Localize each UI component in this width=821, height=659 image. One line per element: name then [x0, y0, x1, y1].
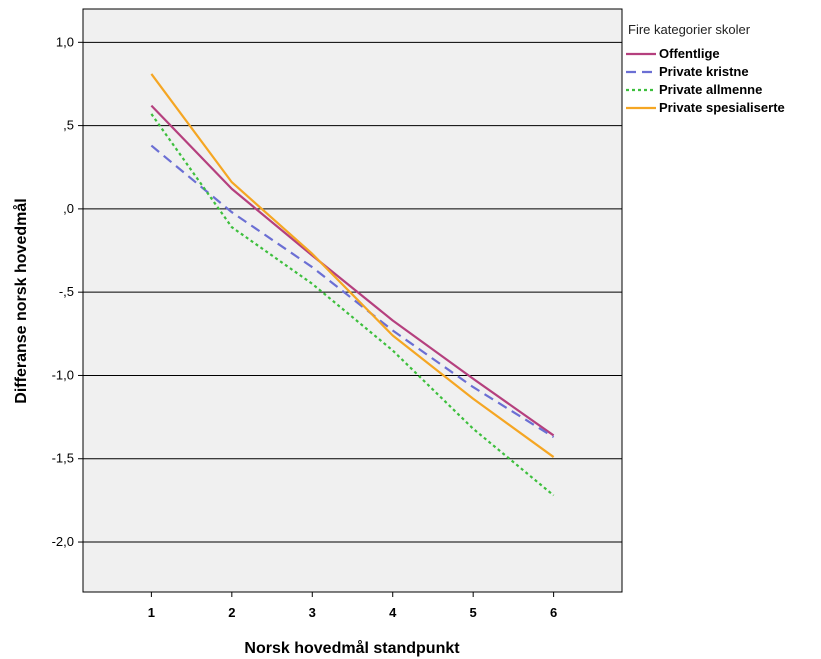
x-tick-label: 4 — [389, 605, 397, 620]
legend: Fire kategorier skoler Offentlige Private… — [626, 22, 785, 115]
x-tick-label: 2 — [228, 605, 235, 620]
series-line-private-kristne — [150, 144, 555, 439]
legend-title: Fire kategorier skoler — [628, 22, 751, 37]
legend-label: Private allmenne — [659, 82, 762, 97]
y-tick-label: -2,0 — [52, 534, 74, 549]
legend-items: Offentlige Private kristne Private allmenn… — [626, 46, 785, 115]
legend-label: Offentlige — [659, 46, 720, 61]
x-axis: 1 2 3 4 5 6 — [148, 592, 557, 620]
y-axis: 1,0 ,5 ,0 -,5 -1,0 -1,5 -2,0 — [52, 34, 83, 549]
x-tick-label: 6 — [550, 605, 557, 620]
x-tick-label: 3 — [309, 605, 316, 620]
series-line-private-allmenne — [150, 113, 555, 497]
x-tick-label: 1 — [148, 605, 155, 620]
series-line-offentlige — [150, 104, 555, 437]
y-tick-label: -,5 — [59, 284, 74, 299]
series-lines — [150, 73, 555, 497]
series-line-private-spesialiserte — [150, 73, 555, 458]
x-tick-label: 5 — [470, 605, 477, 620]
plot-area — [82, 8, 623, 593]
y-tick-label: ,5 — [63, 118, 74, 133]
y-tick-label: -1,5 — [52, 451, 74, 466]
y-tick-label: -1,0 — [52, 367, 74, 382]
y-axis-title: Differanse norsk hovedmål — [12, 198, 30, 403]
legend-label: Private kristne — [659, 64, 749, 79]
grid-lines — [83, 41, 622, 543]
legend-label: Private spesialiserte — [659, 100, 785, 115]
x-axis-title: Norsk hovedmål standpunkt — [244, 639, 460, 657]
y-tick-label: 1,0 — [56, 34, 74, 49]
y-tick-label: ,0 — [63, 201, 74, 216]
